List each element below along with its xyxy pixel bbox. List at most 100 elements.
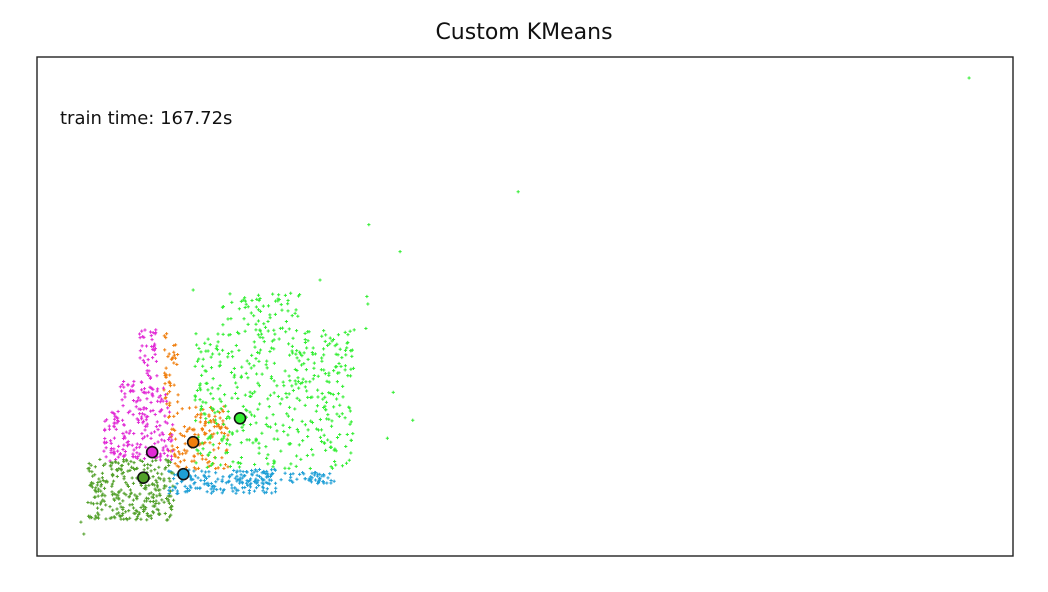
data-point-cluster-2 (256, 333, 260, 337)
data-point-cluster-2 (249, 311, 253, 315)
data-point-cluster-4 (150, 495, 154, 499)
data-point-cluster-2 (327, 391, 331, 395)
data-point-cluster-3 (158, 409, 162, 413)
data-point-cluster-4 (151, 511, 156, 515)
data-point-cluster-2 (300, 419, 304, 423)
data-point-cluster-2 (349, 438, 353, 443)
data-point-cluster-4 (140, 459, 144, 464)
data-point-cluster-4 (135, 515, 140, 519)
data-point-cluster-2 (194, 419, 198, 423)
data-point-cluster-2 (293, 367, 297, 372)
data-point-cluster-1 (169, 357, 174, 361)
data-point-cluster-0 (239, 473, 243, 477)
data-point-cluster-4 (114, 493, 118, 497)
data-point-cluster-2 (273, 422, 278, 426)
data-point-cluster-2 (335, 342, 339, 346)
data-point-cluster-1 (212, 432, 216, 436)
data-point-cluster-2 (303, 403, 307, 408)
data-point-cluster-2 (286, 298, 290, 303)
data-point-cluster-2 (257, 441, 261, 445)
data-point-cluster-1 (200, 453, 204, 458)
data-point-cluster-2 (234, 343, 238, 348)
data-point-cluster-2 (350, 354, 354, 358)
data-point-cluster-2 (241, 404, 245, 409)
data-point-cluster-2 (191, 288, 195, 292)
data-point-cluster-3 (151, 408, 155, 413)
data-point-cluster-4 (149, 463, 153, 467)
data-point-cluster-2 (286, 302, 290, 306)
data-point-cluster-3 (141, 358, 145, 363)
data-point-cluster-2 (272, 379, 276, 383)
data-point-cluster-2 (279, 302, 283, 307)
data-point-cluster-4 (91, 481, 95, 485)
data-point-cluster-2 (322, 433, 326, 437)
data-point-cluster-2 (305, 389, 309, 393)
data-point-cluster-4 (152, 493, 156, 497)
data-point-cluster-2 (343, 368, 347, 372)
data-point-cluster-2 (364, 326, 368, 331)
data-point-cluster-3 (122, 434, 126, 438)
data-point-cluster-4 (169, 504, 174, 508)
data-point-cluster-4 (114, 468, 119, 472)
data-point-cluster-3 (155, 420, 159, 424)
data-point-cluster-3 (145, 434, 149, 438)
data-point-cluster-0 (230, 486, 234, 490)
data-point-cluster-2 (336, 392, 341, 396)
data-point-cluster-1 (192, 454, 196, 458)
data-point-cluster-1 (178, 452, 182, 456)
data-point-cluster-0 (260, 471, 264, 475)
data-point-cluster-3 (104, 455, 108, 459)
data-point-cluster-3 (134, 400, 138, 404)
data-point-cluster-2 (310, 350, 314, 355)
data-point-cluster-2 (233, 391, 238, 396)
data-point-cluster-2 (280, 326, 285, 330)
data-point-cluster-0 (332, 479, 336, 483)
data-point-cluster-0 (316, 472, 320, 476)
data-point-cluster-1 (186, 427, 190, 431)
data-point-cluster-1 (175, 362, 179, 367)
data-point-cluster-0 (231, 489, 235, 493)
data-point-cluster-3 (153, 352, 157, 357)
data-point-cluster-3 (105, 418, 109, 422)
data-point-cluster-2 (200, 441, 204, 445)
data-point-cluster-2 (296, 376, 300, 380)
data-point-cluster-4 (130, 476, 134, 480)
data-point-cluster-2 (275, 384, 279, 388)
data-point-cluster-2 (347, 405, 351, 409)
data-point-cluster-4 (142, 468, 146, 472)
data-point-cluster-0 (288, 478, 292, 482)
data-point-cluster-2 (349, 367, 353, 371)
data-point-cluster-0 (320, 474, 324, 478)
data-point-cluster-3 (126, 383, 130, 387)
data-point-cluster-0 (205, 490, 209, 494)
data-point-cluster-2 (335, 371, 340, 375)
data-point-cluster-0 (176, 491, 180, 495)
data-point-cluster-2 (221, 422, 226, 426)
data-point-cluster-4 (124, 510, 128, 514)
data-point-cluster-1 (223, 463, 228, 467)
data-point-cluster-3 (123, 395, 127, 399)
data-point-cluster-1 (198, 420, 202, 424)
data-point-cluster-0 (203, 470, 208, 474)
data-point-cluster-2 (300, 354, 304, 358)
data-point-cluster-4 (110, 467, 114, 471)
data-point-cluster-2 (243, 305, 247, 310)
data-point-cluster-3 (161, 432, 165, 437)
data-point-cluster-3 (151, 387, 155, 391)
data-point-cluster-2 (242, 317, 246, 321)
data-point-cluster-2 (283, 369, 287, 373)
data-point-cluster-2 (340, 412, 344, 416)
data-point-cluster-4 (139, 517, 143, 521)
data-point-cluster-3 (122, 385, 126, 389)
data-point-cluster-2 (305, 453, 309, 458)
data-point-cluster-2 (290, 314, 294, 318)
data-point-cluster-2 (304, 380, 308, 384)
data-point-cluster-4 (82, 532, 86, 536)
data-point-cluster-0 (242, 490, 246, 494)
data-point-cluster-2 (330, 466, 335, 470)
data-point-cluster-4 (154, 499, 158, 503)
data-point-cluster-2 (226, 351, 231, 356)
data-point-cluster-2 (221, 323, 225, 327)
data-point-cluster-2 (296, 430, 300, 434)
data-point-cluster-1 (199, 413, 203, 417)
